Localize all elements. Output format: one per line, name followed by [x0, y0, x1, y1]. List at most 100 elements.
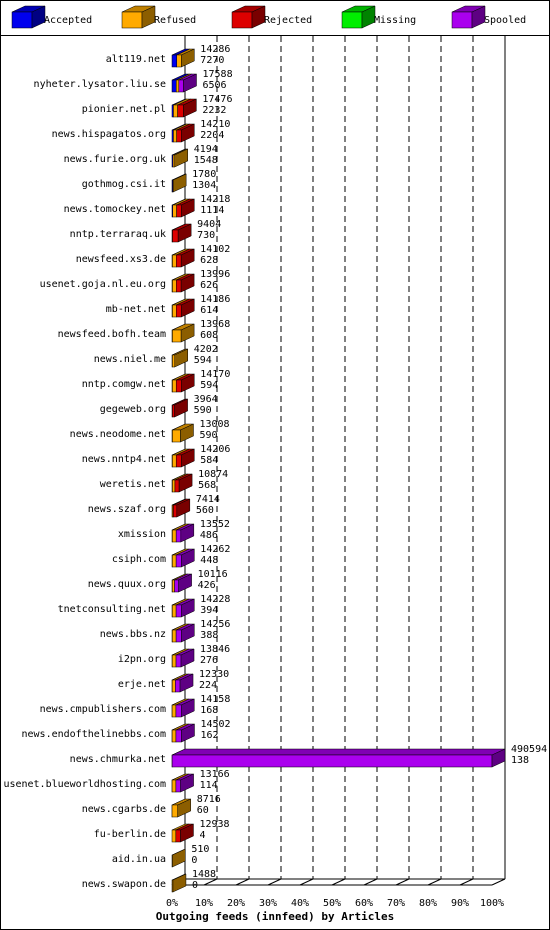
offered-label: 14502	[200, 719, 230, 730]
bar-segment	[175, 673, 194, 693]
bar-side	[181, 548, 195, 568]
category-label: pionier.net.pl	[82, 104, 166, 115]
bar-segment	[176, 198, 195, 218]
bar-front	[121, 11, 143, 29]
bar-segment	[175, 373, 195, 393]
bar-side	[177, 223, 192, 243]
accepted-label: 60	[197, 805, 209, 816]
category-label: nntp.comgw.net	[82, 379, 166, 390]
bar-side	[491, 748, 506, 768]
bar-front	[171, 779, 177, 793]
x-axis-label: Outgoing feeds (innfeed) by Articles	[156, 910, 394, 923]
category-label: news.niel.me	[94, 354, 166, 365]
bar-top	[171, 748, 506, 756]
bar-front	[172, 154, 175, 168]
accepted-label: 1114	[200, 205, 224, 216]
bar-front	[176, 129, 182, 143]
bar-front	[171, 729, 177, 743]
bar-segment	[172, 348, 189, 368]
category-label: news.swapon.de	[82, 879, 166, 890]
bar-front	[172, 479, 176, 493]
bar-segment	[176, 298, 195, 318]
bar-front	[172, 254, 177, 268]
accepted-label: 394	[200, 605, 218, 616]
offered-label: 490594	[511, 744, 547, 755]
category-label: news.chmurka.net	[70, 754, 166, 765]
category-label: nyheter.lysator.liu.se	[34, 79, 166, 90]
category-label: news.furie.org.uk	[64, 154, 166, 165]
category-label: alt119.net	[106, 54, 166, 65]
category-label: nntp.terraraq.uk	[70, 229, 166, 240]
x-tick-label: 30%	[259, 898, 277, 909]
legend-label: Missing	[374, 15, 416, 26]
bar-front	[171, 654, 177, 668]
bar-front	[172, 229, 179, 243]
bar-front	[172, 604, 177, 618]
offered-label: 7414	[196, 494, 220, 505]
legend-label: Spooled	[484, 15, 526, 26]
bar-front	[176, 79, 180, 93]
x-tick	[427, 878, 442, 886]
x-tick-label: 50%	[323, 898, 341, 909]
x-tick-label: 80%	[419, 898, 437, 909]
category-label: news.szaf.org	[88, 504, 166, 515]
x-tick	[299, 878, 314, 886]
bar-segment	[175, 623, 195, 643]
bar-segment	[171, 798, 191, 818]
bar-side	[172, 873, 187, 893]
bar-segment	[175, 723, 195, 743]
offered-label: 10116	[198, 569, 228, 580]
bar-side	[172, 173, 187, 193]
bar-front	[171, 754, 493, 768]
x-tick-label: 20%	[227, 898, 245, 909]
accepted-label: 388	[200, 630, 218, 641]
offered-label: 8716	[197, 794, 221, 805]
offered-label: 13846	[200, 644, 230, 655]
category-label: news.cgarbs.de	[82, 804, 166, 815]
category-label: news.bbs.nz	[100, 629, 166, 640]
x-tick-label: 60%	[355, 898, 373, 909]
bar-front	[177, 104, 184, 118]
category-label: usenet.goja.nl.eu.org	[40, 279, 166, 290]
offered-label: 17476	[202, 94, 232, 105]
category-label: tnetconsulting.net	[58, 604, 166, 615]
bar-segment	[172, 398, 188, 418]
bar-front	[175, 779, 181, 793]
bar-side	[251, 5, 266, 29]
bar-front	[175, 704, 182, 718]
accepted-label: 730	[197, 230, 215, 241]
bar-segment	[172, 148, 188, 168]
bar-segment	[178, 73, 197, 93]
bar-segment	[171, 873, 187, 893]
bar-front	[172, 279, 177, 293]
bar-side	[181, 48, 195, 68]
bar-front	[173, 104, 178, 118]
bar-segment	[175, 448, 195, 468]
bar-front	[171, 704, 177, 718]
accepted-label: 114	[200, 780, 218, 791]
x-tick-label: 10%	[195, 898, 213, 909]
legend-item: Missing	[341, 5, 416, 29]
bar-front	[175, 604, 182, 618]
offered-label: 14210	[200, 119, 230, 130]
accepted-label: 224	[199, 680, 217, 691]
offered-label: 1780	[192, 169, 216, 180]
x-tick	[395, 878, 410, 886]
bar-front	[175, 379, 182, 393]
accepted-label: 590	[194, 405, 212, 416]
bar-side	[180, 248, 195, 268]
bar-front	[171, 79, 177, 93]
bar-segment	[174, 573, 192, 593]
bar-front	[176, 54, 182, 68]
accepted-label: 568	[198, 480, 216, 491]
bar-front	[178, 79, 184, 93]
bar-front	[171, 829, 177, 843]
bar-front	[172, 304, 177, 318]
bar-side	[180, 773, 194, 793]
offered-label: 14186	[200, 294, 230, 305]
bar-side	[177, 798, 191, 818]
category-label: news.nntp4.net	[82, 454, 166, 465]
offered-label: 14218	[200, 194, 230, 205]
